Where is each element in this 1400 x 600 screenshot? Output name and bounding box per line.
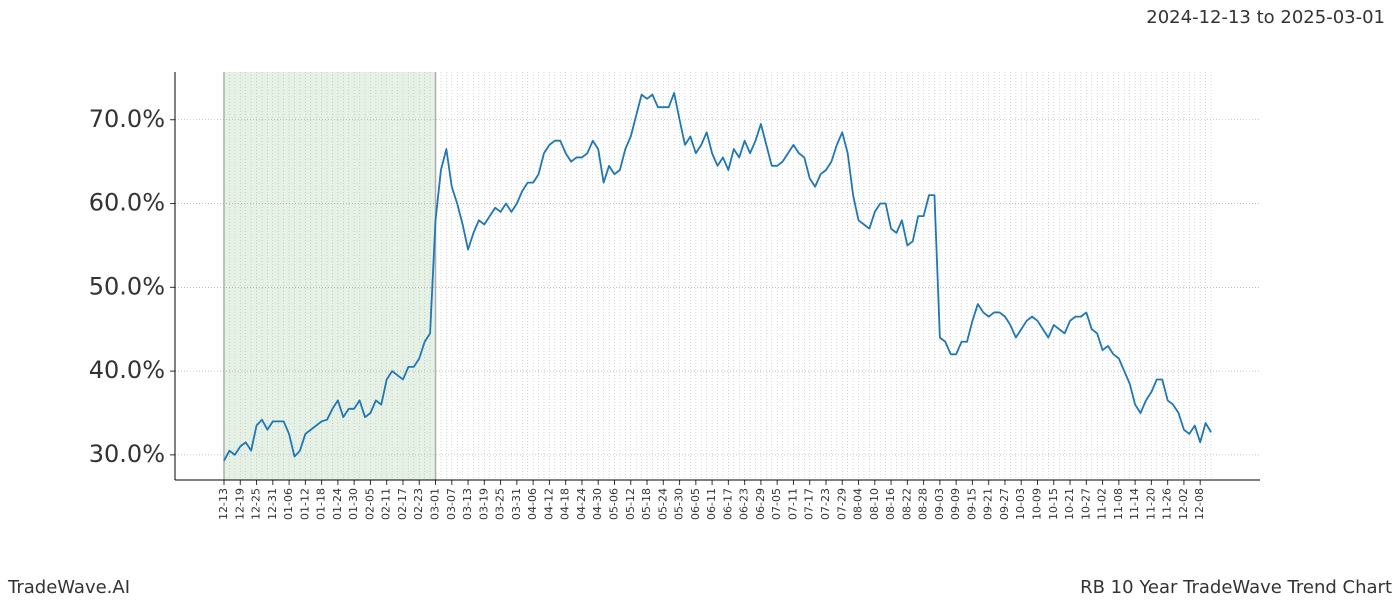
x-tick-label: 09-15 (965, 488, 978, 520)
x-tick-label: 04-06 (526, 488, 539, 520)
y-tick-label: 50.0% (89, 272, 165, 300)
x-tick-label: 05-12 (624, 488, 637, 520)
x-tick-label: 03-19 (477, 488, 490, 520)
x-tick-label: 04-30 (591, 488, 604, 520)
highlight-band (224, 72, 436, 480)
y-tick-label: 70.0% (89, 105, 165, 133)
x-tick-label: 12-13 (217, 488, 230, 520)
x-tick-label: 08-28 (917, 488, 930, 520)
x-tick-label: 12-08 (1193, 488, 1206, 520)
x-tick-label: 05-06 (607, 488, 620, 520)
x-tick-label: 08-22 (900, 488, 913, 520)
date-range: 2024-12-13 to 2025-03-01 (1146, 7, 1385, 28)
x-tick-label: 09-27 (998, 488, 1011, 520)
x-tick-label: 07-05 (770, 488, 783, 520)
x-tick-label: 11-02 (1096, 488, 1109, 520)
x-tick-label: 03-07 (445, 488, 458, 520)
x-tick-label: 02-11 (380, 488, 393, 520)
x-tick-label: 10-15 (1047, 488, 1060, 520)
x-tick-label: 02-23 (412, 488, 425, 520)
brand: TradeWave.AI (7, 577, 130, 598)
x-tick-label: 05-18 (640, 488, 653, 520)
plot-area: 12-13 12-19 12-25 12-31 01-06 01-12 01-18 01-24… (89, 72, 1260, 520)
x-tick-label: 01-30 (347, 488, 360, 520)
x-tick-label: 08-16 (884, 488, 897, 520)
x-tick-label: 12-19 (233, 488, 246, 520)
x-tick-label: 09-21 (982, 488, 995, 520)
x-tick-label: 03-25 (494, 488, 507, 520)
x-tick-label: 06-23 (738, 488, 751, 520)
x-tick-label: 04-12 (542, 488, 555, 520)
x-tick-label: 01-24 (331, 488, 344, 520)
x-tick-label: 01-18 (315, 488, 328, 520)
x-tick-label: 10-27 (1079, 488, 1092, 520)
x-tick-label: 04-24 (575, 488, 588, 520)
x-tick-label: 06-11 (705, 488, 718, 520)
x-tick-label: 10-09 (1031, 488, 1044, 520)
x-tick-label: 10-21 (1063, 488, 1076, 520)
x-tick-label: 07-23 (819, 488, 832, 520)
x-tick-label: 11-08 (1112, 488, 1125, 520)
x-tick-label: 12-25 (250, 488, 263, 520)
x-tick-label: 10-03 (1014, 488, 1027, 520)
x-tick-label: 01-06 (282, 488, 295, 520)
x-tick-label: 03-31 (510, 488, 523, 520)
x-tick-label: 03-13 (461, 488, 474, 520)
x-tick-label: 02-05 (363, 488, 376, 520)
x-tick-label: 07-29 (835, 488, 848, 520)
x-tick-label: 07-11 (786, 488, 799, 520)
x-tick-label: 09-09 (949, 488, 962, 520)
x-tick-label: 11-14 (1128, 488, 1141, 520)
y-tick-label: 40.0% (89, 356, 165, 384)
x-tick-label: 05-24 (656, 488, 669, 520)
x-tick-label: 06-17 (721, 488, 734, 520)
y-tick-label: 60.0% (89, 189, 165, 217)
x-tick-label: 11-20 (1144, 488, 1157, 520)
x-tick-label: 02-17 (396, 488, 409, 520)
x-tick-label: 06-05 (689, 488, 702, 520)
chart-title: RB 10 Year TradeWave Trend Chart (1080, 577, 1392, 598)
x-tick-label: 09-03 (933, 488, 946, 520)
y-tick-label: 30.0% (89, 440, 165, 468)
x-tick-label: 07-17 (803, 488, 816, 520)
x-tick-label: 05-30 (673, 488, 686, 520)
x-tick-label: 03-01 (429, 488, 442, 520)
x-tick-label: 01-12 (298, 488, 311, 520)
x-tick-label: 12-02 (1177, 488, 1190, 520)
trend-line (223, 92, 1212, 462)
x-tick-label: 08-04 (852, 488, 865, 520)
x-tick-label: 04-18 (559, 488, 572, 520)
x-tick-label: 06-29 (754, 488, 767, 520)
x-tick-label: 11-26 (1161, 488, 1174, 520)
x-tick-label: 12-31 (266, 488, 279, 520)
x-tick-label: 08-10 (868, 488, 881, 520)
